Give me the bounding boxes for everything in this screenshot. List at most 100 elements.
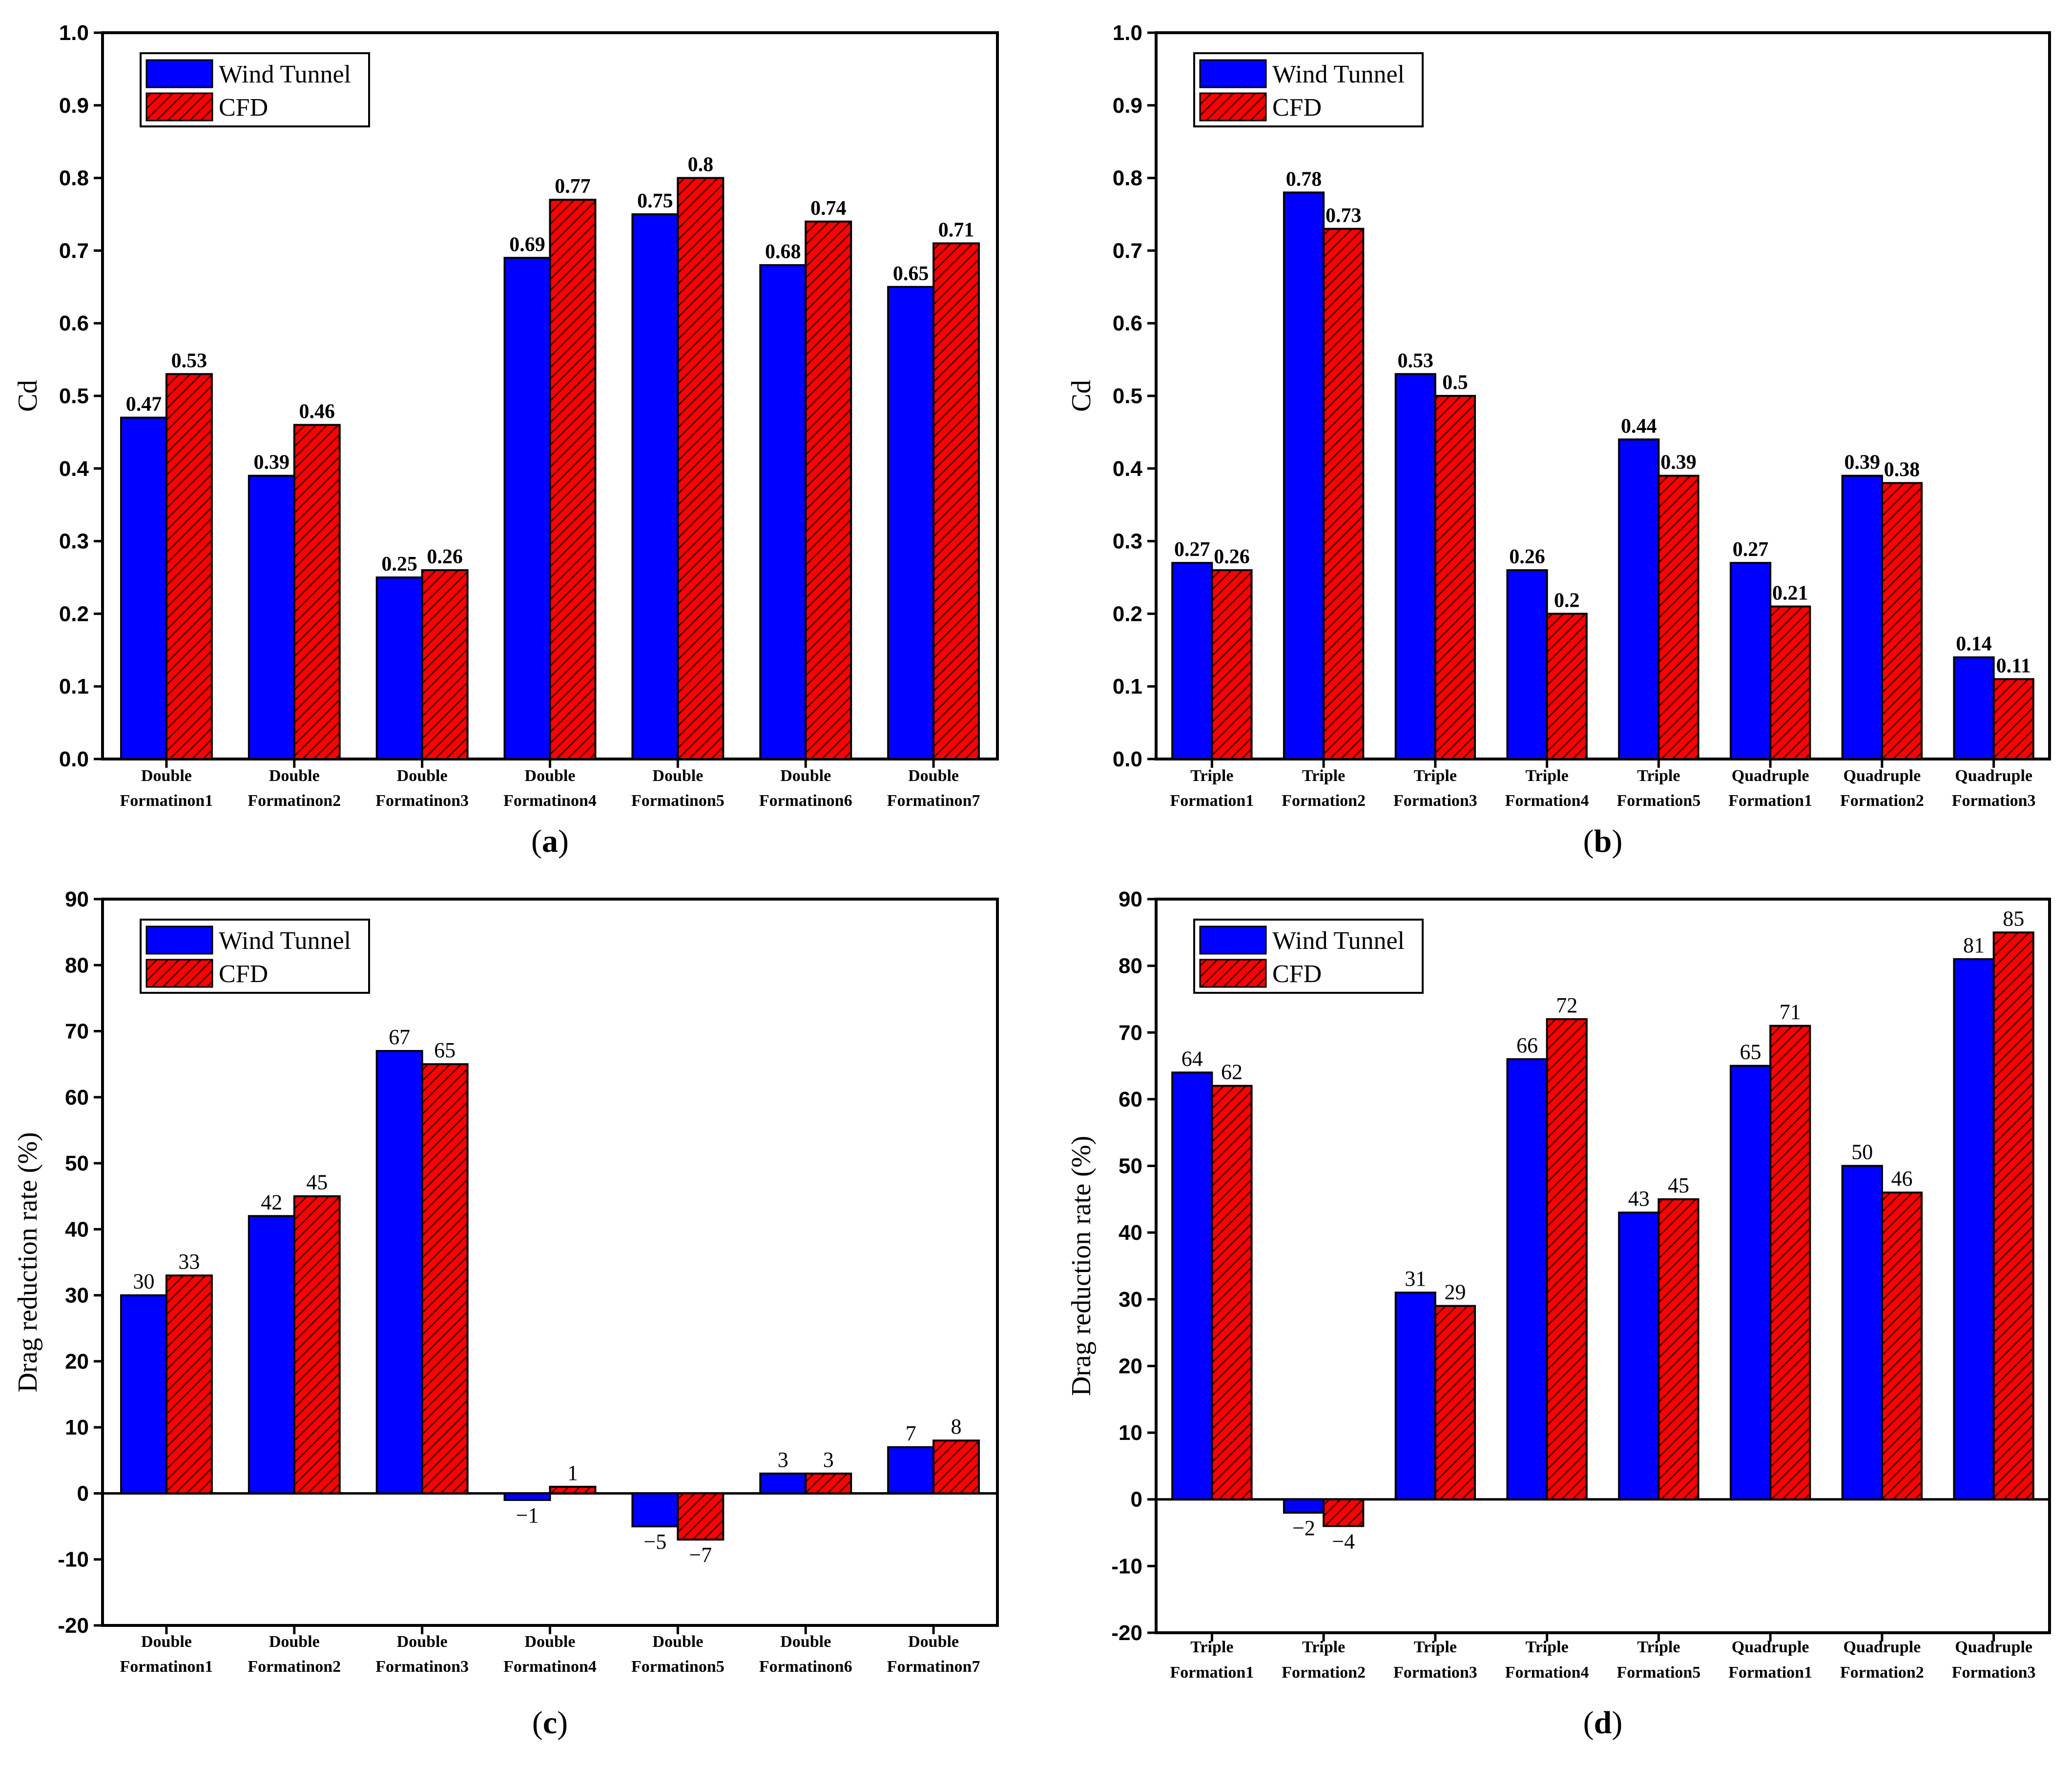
bar-wind-tunnel [120,1294,167,1495]
bar-wind-tunnel [759,1472,807,1495]
y-tick-label: 10 [65,1416,89,1439]
x-category-label: Double [525,767,576,785]
y-axis-label: Cd [1066,380,1097,411]
panel-label-open-paren: ( [1583,1705,1594,1741]
bar-wind-tunnel [120,416,167,760]
data-label: 46 [1891,1167,1912,1191]
x-category-label: Double [141,1633,192,1651]
x-category-label: Formation1 [1170,1663,1254,1682]
bar-wind-tunnel [1283,1498,1325,1514]
x-category-label: Formatinon5 [631,1658,725,1676]
y-tick-label: 0 [1131,1488,1142,1512]
bar-cfd [1211,1085,1253,1500]
data-label: 8 [951,1415,962,1438]
data-label: 64 [1181,1047,1203,1070]
bar-cfd [1658,1198,1699,1500]
x-category-label: Triple [1637,767,1680,785]
bar-cfd [421,1063,469,1495]
bar-cfd [932,242,980,760]
bar-wind-tunnel [631,213,679,760]
x-category-label: Formatinon2 [248,1658,341,1676]
data-label: 7 [906,1421,916,1445]
data-label: 0.38 [1884,459,1920,481]
x-category-label: Triple [1302,767,1345,785]
y-tick-label: 0.9 [1113,94,1142,118]
x-category-label: Formation3 [1952,792,2036,810]
panel-label-close-paren: ) [1612,823,1622,859]
data-label: 0.75 [637,190,673,212]
y-tick-label: 0.7 [59,239,89,263]
x-category-label: Formation4 [1505,792,1589,810]
bar-cfd [1992,678,2034,760]
data-label: 3 [778,1448,788,1472]
y-tick-label: 1.0 [59,21,89,45]
bar-wind-tunnel [375,1050,423,1495]
data-label: 1 [567,1461,578,1485]
x-category-label: Triple [1637,1638,1680,1656]
bar-cfd [1769,605,1811,760]
data-label: 0.26 [1214,546,1250,568]
bar-cfd [1546,613,1588,760]
plot-frame [1155,898,2051,1634]
x-category-label: Formation3 [1393,792,1477,810]
data-label: 72 [1556,993,1577,1017]
bar-wind-tunnel [1618,1212,1660,1500]
data-label: 0.71 [938,219,974,242]
bar-wind-tunnel [1841,1165,1883,1500]
bar-wind-tunnel [248,1215,295,1495]
data-label: 50 [1851,1140,1873,1164]
panel-label-close-paren: ) [558,823,569,859]
data-label: 31 [1405,1267,1426,1291]
data-label: 0.27 [1174,538,1210,561]
x-category-label: Formation2 [1282,1663,1366,1682]
data-label: 0.14 [1956,633,1992,656]
y-tick-label: 50 [1119,1154,1142,1178]
x-category-label: Double [652,767,703,785]
bar-cfd [1323,227,1365,760]
y-tick-label: 0.2 [1113,602,1142,626]
x-category-label: Formatinon4 [503,1658,597,1676]
x-category-label: Formation3 [1393,1663,1477,1682]
panel-label: (d) [1583,1705,1623,1741]
data-label: −4 [1332,1529,1355,1553]
y-tick-label: 80 [1119,954,1142,978]
bar-wind-tunnel [1729,1065,1772,1500]
x-category-label: Double [525,1633,576,1651]
bar-wind-tunnel [503,1492,551,1501]
panel-label-close-paren: ) [1612,1705,1622,1741]
x-category-label: Formatinon7 [887,792,980,810]
panel-label-close-paren: ) [557,1705,568,1741]
x-category-label: Formatinon1 [120,1658,213,1676]
x-category-label: Formation2 [1840,1663,1924,1682]
data-label: 0.44 [1621,415,1657,437]
bar-cfd [805,220,852,760]
bar-wind-tunnel [1506,569,1548,760]
data-label: 71 [1780,1000,1801,1024]
y-tick-label: -10 [58,1548,89,1572]
data-label: 0.27 [1733,538,1769,561]
y-tick-label: 0.4 [59,457,89,481]
bar-cfd [549,1485,597,1495]
bar-wind-tunnel [1394,1292,1436,1500]
x-category-label: Double [397,767,448,785]
legend-label-wind-tunnel: Wind Tunnel [1272,927,1405,955]
x-category-label: Double [908,767,959,785]
x-category-label: Triple [1190,1638,1233,1656]
chart-panel-c: -20 -10 0 10 20 30 40 50 60 70 80 90 Drag reduction … [13,887,999,1741]
y-tick-label: 20 [1119,1354,1142,1378]
legend-swatch-cfd [145,92,213,122]
panel-label: (a) [531,823,569,859]
y-tick-label: 80 [65,953,89,977]
data-label: 0.74 [810,197,847,220]
x-category-label: Double [269,767,320,785]
bar-wind-tunnel [1729,562,1772,760]
data-label: 0.77 [555,175,591,198]
data-label: 43 [1628,1187,1650,1211]
x-category-label: Quadruple [1844,767,1921,785]
y-tick-label: 70 [65,1020,89,1044]
x-category-label: Quadruple [1955,1638,2032,1656]
y-tick-label: 60 [1119,1088,1142,1111]
bar-cfd [932,1439,980,1495]
bar-cfd [1434,395,1476,760]
